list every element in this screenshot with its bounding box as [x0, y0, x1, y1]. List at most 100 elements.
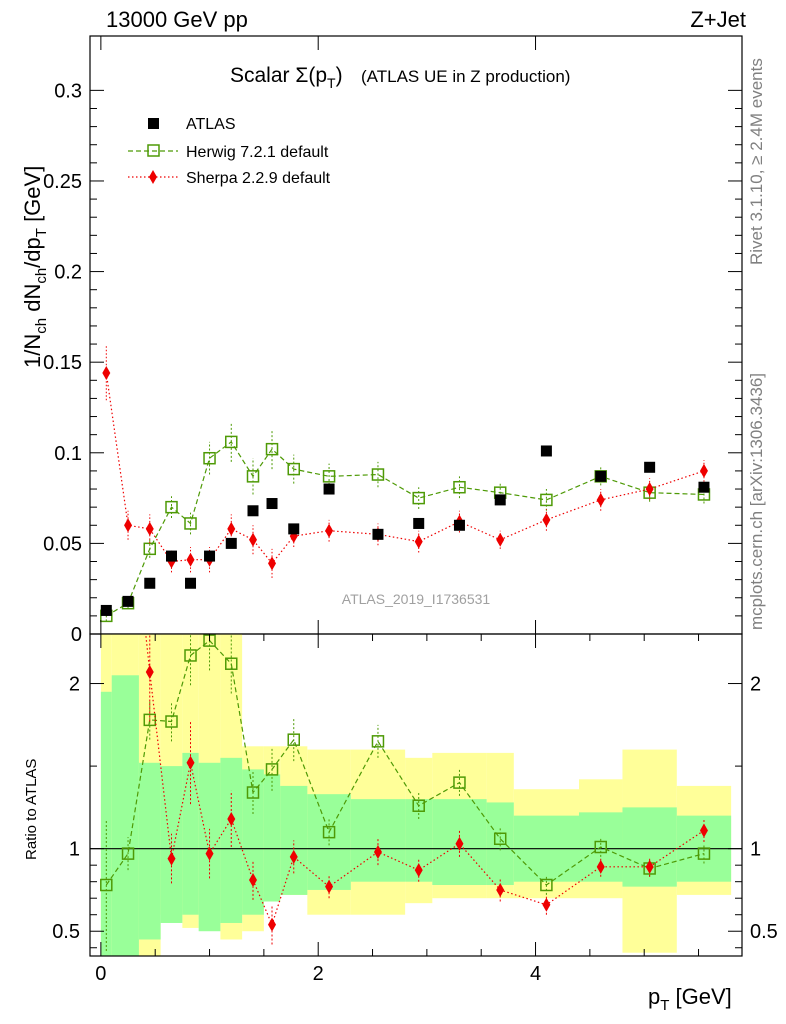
inner-band	[220, 757, 243, 923]
atlas-point	[595, 470, 607, 482]
herwig-point	[165, 500, 178, 514]
title-rest: (ATLAS UE in Z production)	[361, 67, 570, 86]
atlas-point	[166, 550, 177, 562]
ratio-point-sherpa	[289, 849, 298, 864]
main-y-tick-label: 0.3	[54, 80, 82, 102]
main-y-tick-label: 0.2	[54, 262, 82, 284]
main-y-axis: 0 0.05 0.1 0.15 0.2 0.25 0.3	[43, 36, 742, 646]
sherpa-point	[227, 521, 236, 536]
sherpa-point	[496, 532, 505, 547]
herwig-point	[540, 493, 553, 507]
sherpa-point	[645, 482, 654, 497]
header-left: 13000 GeV pp	[106, 7, 248, 32]
ratio-y-tick-label-right: 0.5	[750, 921, 778, 943]
legend-atlas-label: ATLAS	[186, 116, 236, 133]
inner-band	[242, 769, 264, 915]
ratio-point-herwig	[121, 847, 135, 860]
herwig-point	[371, 468, 385, 481]
ratio-series-herwig	[100, 634, 711, 952]
ratio-point-sherpa	[268, 917, 277, 932]
sherpa-point	[102, 366, 111, 381]
main-plot-area	[100, 345, 711, 623]
title-close: )	[336, 64, 343, 87]
herwig-point	[246, 470, 260, 483]
ratio-point-sherpa	[325, 879, 334, 894]
sherpa-point	[414, 534, 423, 549]
sherpa-point	[249, 532, 257, 547]
atlas-point	[323, 483, 335, 495]
herwig-point	[412, 491, 425, 505]
inner-band	[182, 752, 199, 915]
ratio-point-sherpa	[205, 846, 214, 861]
main-panel: 0 0.05 0.1 0.15 0.2 0.25 0.3 Scalar Σ(pT) (ATL…	[20, 35, 743, 646]
ratio-point-herwig	[453, 776, 466, 789]
ratio-y-tick-label: 0.5	[52, 921, 80, 943]
atlas-point	[413, 517, 425, 529]
ratio-series-sherpa	[145, 634, 708, 945]
sherpa-point	[124, 518, 133, 533]
ratio-point-sherpa	[373, 844, 382, 859]
sherpa-point	[325, 523, 334, 538]
sherpa-point	[268, 556, 277, 571]
inner-band	[100, 691, 112, 956]
atlas-point	[698, 481, 710, 493]
ratio-point-sherpa	[167, 851, 176, 866]
ratio-point-herwig	[697, 847, 711, 860]
atlas-point	[144, 577, 156, 589]
legend-sherpa-marker	[149, 170, 157, 184]
herwig-point	[265, 442, 279, 456]
ratio-point-sherpa	[542, 897, 551, 912]
ratio-point-herwig	[225, 657, 238, 670]
atlas-point	[266, 498, 278, 510]
ratio-point-sherpa	[186, 755, 195, 770]
ratio-plot-area	[90, 634, 742, 956]
ratio-y-tick-label-right: 1	[750, 839, 761, 861]
inner-band	[263, 774, 281, 902]
atlas-point	[225, 537, 237, 549]
atlas-point	[122, 595, 134, 607]
ratio-point-sherpa	[414, 863, 423, 878]
ratio-point-herwig	[493, 832, 507, 846]
sherpa-point	[145, 521, 154, 536]
ratio-point-sherpa	[227, 811, 236, 826]
ratio-point-sherpa	[145, 664, 154, 679]
legend-herwig-marker	[147, 144, 160, 157]
main-y-label: 1/Nch dNch/dpT [GeV]	[20, 166, 50, 368]
ratio-point-herwig	[540, 878, 553, 892]
legend: ATLAS Herwig 7.2.1 default Sherpa 2.2.9 …	[128, 116, 331, 187]
atlas-point	[540, 445, 552, 457]
title-sub: T	[327, 75, 336, 91]
sherpa-line	[105, 372, 705, 565]
main-y-tick-label: 0.15	[43, 352, 82, 374]
ratio-panel: 0.5 0.5 1 1 2 2 0 2 4 Ratio to ATLAS pT [GeV]	[23, 633, 778, 1014]
title-main: Scalar Σ(p	[230, 64, 327, 87]
inner-band	[160, 766, 183, 923]
ratio-y-tick-label: 2	[69, 674, 80, 696]
legend-herwig-label: Herwig 7.2.1 default	[186, 144, 329, 161]
ratio-point-herwig	[371, 735, 385, 748]
herwig-point	[287, 462, 300, 476]
ratio-point-sherpa	[496, 882, 505, 897]
header-right: Z+Jet	[690, 7, 746, 32]
ratio-point-sherpa	[699, 823, 708, 838]
legend-atlas-marker	[148, 118, 159, 129]
ratio-y-label: Ratio to ATLAS	[23, 759, 40, 860]
x-tick-label: 4	[530, 963, 541, 985]
main-y-tick-label: 0.05	[43, 533, 82, 555]
atlas-point	[204, 550, 216, 562]
herwig-point	[453, 480, 466, 494]
inner-band	[307, 794, 351, 890]
ratio-frame	[89, 633, 743, 957]
x-tick-label: 0	[95, 963, 106, 985]
ratio-y-tick-label: 1	[69, 839, 80, 861]
ratio-point-sherpa	[596, 859, 605, 874]
herwig-point	[184, 517, 197, 530]
atlas-point	[644, 461, 656, 473]
sherpa-point	[699, 463, 708, 478]
atlas-point	[288, 523, 300, 535]
legend-sherpa-label: Sherpa 2.2.9 default	[186, 170, 331, 187]
ratio-point-herwig	[165, 715, 178, 728]
main-y-tick-label: 0.1	[54, 443, 82, 465]
atlas-point	[100, 604, 112, 616]
